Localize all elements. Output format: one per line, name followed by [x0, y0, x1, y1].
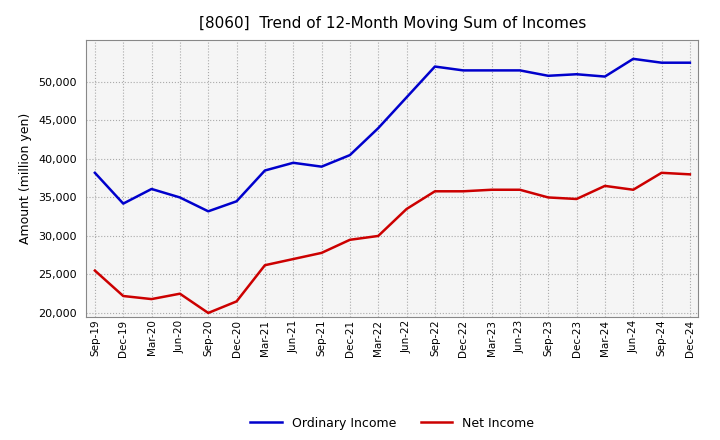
Net Income [600, 183, 609, 188]
Y-axis label: Amount (million yen): Amount (million yen) [19, 113, 32, 244]
Net Income [657, 170, 666, 176]
Net Income [374, 233, 382, 238]
Net Income [459, 189, 467, 194]
Ordinary Income [204, 209, 212, 214]
Net Income [685, 172, 694, 177]
Ordinary Income [176, 195, 184, 200]
Net Income [289, 257, 297, 262]
Net Income [204, 310, 212, 315]
Ordinary Income [459, 68, 467, 73]
Net Income [402, 206, 411, 212]
Line: Net Income: Net Income [95, 173, 690, 313]
Net Income [119, 293, 127, 299]
Net Income [261, 263, 269, 268]
Ordinary Income [685, 60, 694, 65]
Ordinary Income [148, 186, 156, 191]
Net Income [572, 196, 581, 202]
Ordinary Income [487, 68, 496, 73]
Ordinary Income [374, 125, 382, 131]
Net Income [544, 195, 552, 200]
Net Income [431, 189, 439, 194]
Ordinary Income [629, 56, 637, 62]
Ordinary Income [346, 152, 354, 158]
Ordinary Income [233, 198, 241, 204]
Ordinary Income [402, 95, 411, 100]
Ordinary Income [261, 168, 269, 173]
Net Income [233, 299, 241, 304]
Ordinary Income [516, 68, 524, 73]
Net Income [148, 297, 156, 302]
Title: [8060]  Trend of 12-Month Moving Sum of Incomes: [8060] Trend of 12-Month Moving Sum of I… [199, 16, 586, 32]
Net Income [346, 237, 354, 242]
Net Income [91, 268, 99, 273]
Ordinary Income [119, 201, 127, 206]
Ordinary Income [600, 74, 609, 79]
Legend: Ordinary Income, Net Income: Ordinary Income, Net Income [246, 412, 539, 435]
Net Income [629, 187, 637, 192]
Ordinary Income [91, 170, 99, 176]
Ordinary Income [544, 73, 552, 78]
Ordinary Income [289, 160, 297, 165]
Net Income [318, 250, 326, 256]
Ordinary Income [657, 60, 666, 65]
Net Income [487, 187, 496, 192]
Ordinary Income [572, 72, 581, 77]
Net Income [516, 187, 524, 192]
Line: Ordinary Income: Ordinary Income [95, 59, 690, 211]
Ordinary Income [318, 164, 326, 169]
Net Income [176, 291, 184, 296]
Ordinary Income [431, 64, 439, 69]
